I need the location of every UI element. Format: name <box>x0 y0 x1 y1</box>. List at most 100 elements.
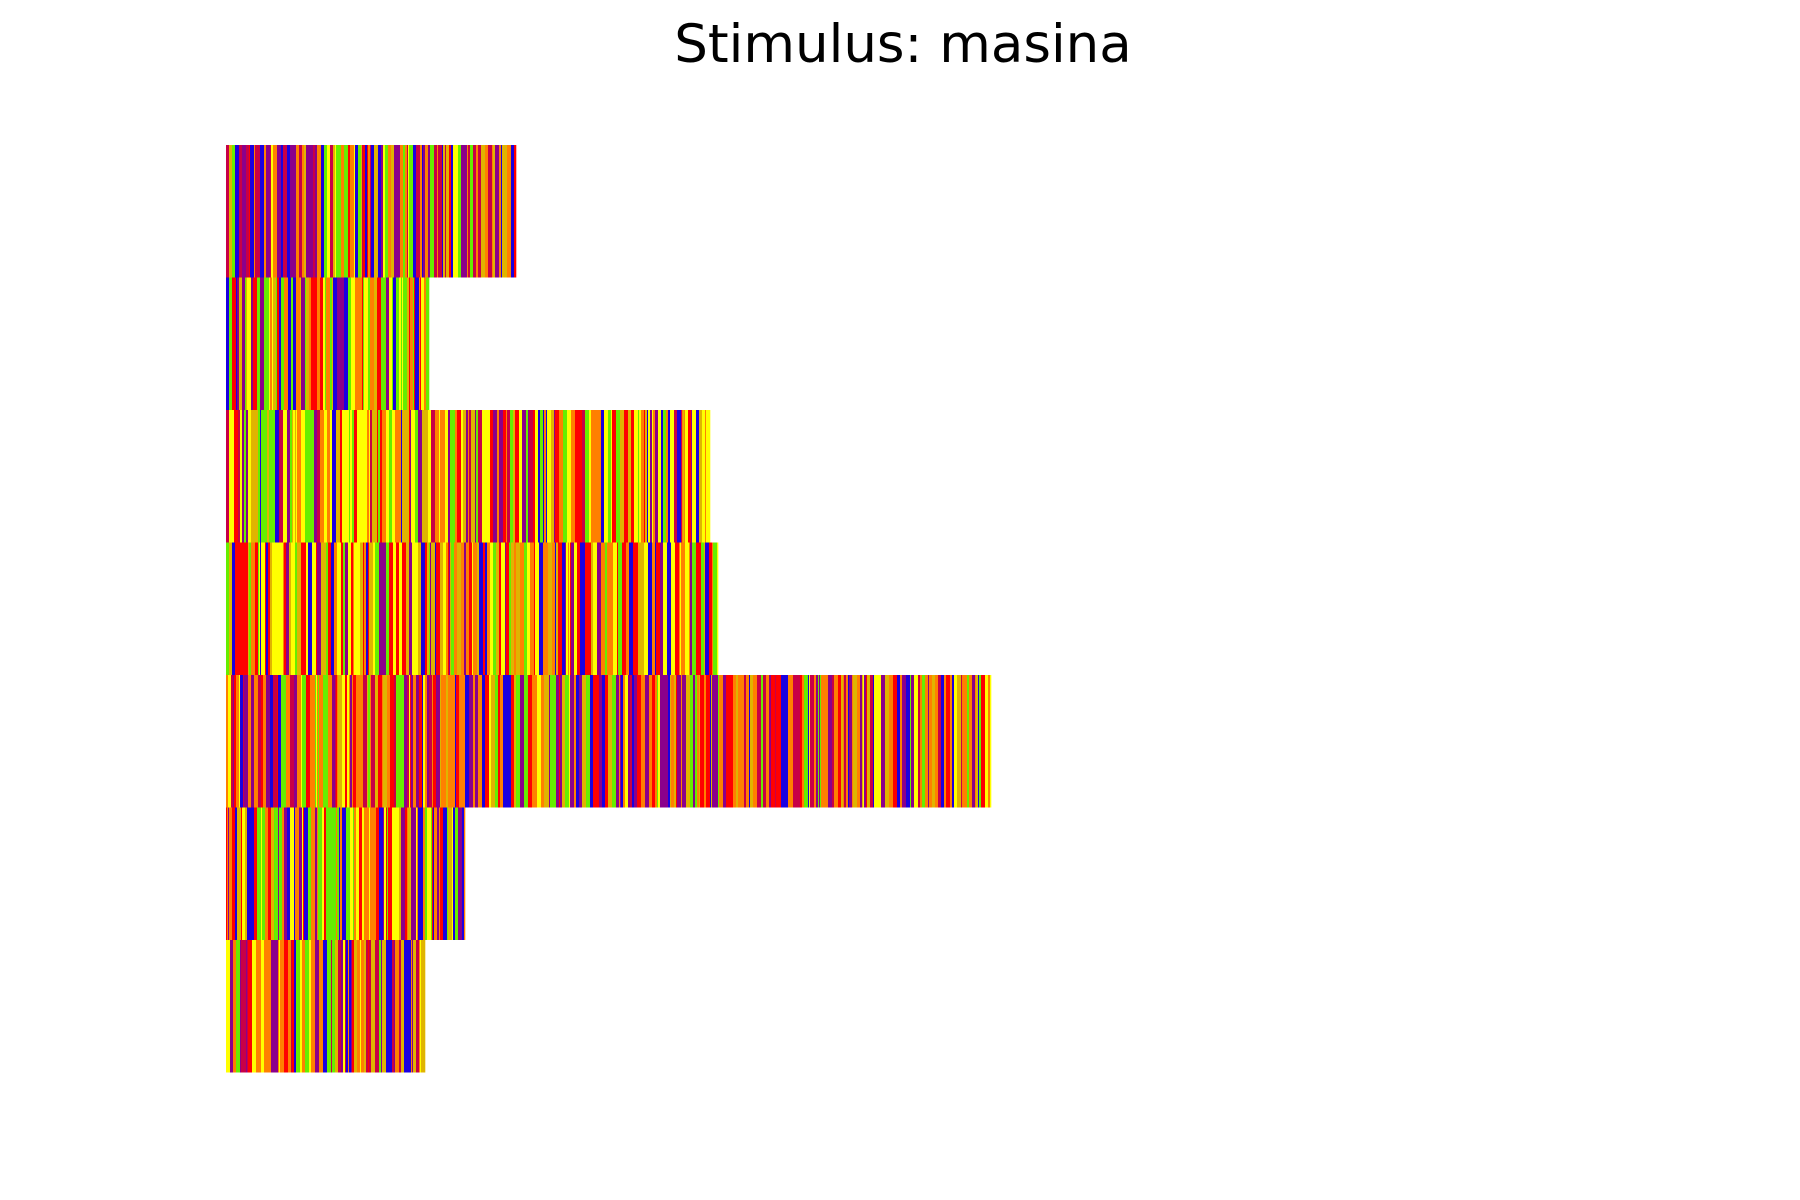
stripe <box>675 542 680 675</box>
stripe <box>660 542 664 675</box>
stripe <box>668 410 671 543</box>
stripe <box>261 807 263 940</box>
stripe <box>353 542 355 675</box>
stripe <box>655 675 658 808</box>
stripe <box>502 145 505 278</box>
stripe <box>287 145 291 278</box>
stripe <box>446 145 450 278</box>
stripe <box>554 675 557 808</box>
stripe <box>248 940 253 1073</box>
stripe <box>351 277 356 410</box>
stripe <box>270 277 273 410</box>
stripe <box>355 277 359 410</box>
stripe <box>700 675 705 808</box>
stripe <box>647 410 649 543</box>
stripe <box>426 807 428 940</box>
stripe <box>326 277 331 410</box>
stripe <box>511 542 515 675</box>
stripe <box>421 542 426 675</box>
stripe <box>893 675 896 808</box>
stripe <box>889 675 894 808</box>
stripe <box>711 675 713 808</box>
stripe <box>437 807 440 940</box>
stripe <box>261 675 264 808</box>
stripe <box>262 807 266 940</box>
stripe <box>403 277 408 410</box>
stripe <box>293 277 297 410</box>
stripe <box>528 675 533 808</box>
stripe <box>516 675 521 808</box>
stripe <box>699 675 701 808</box>
stripe <box>260 145 265 278</box>
stripe <box>549 675 551 808</box>
stripe <box>435 410 440 543</box>
stripe <box>505 542 507 675</box>
stripe <box>440 807 444 940</box>
stripe <box>524 675 529 808</box>
stripe <box>660 675 665 808</box>
stripe <box>243 675 245 808</box>
stripe <box>290 675 295 808</box>
stripe <box>952 675 955 808</box>
stripe <box>308 807 312 940</box>
stripe <box>487 542 491 675</box>
stripe <box>226 145 230 278</box>
stripe <box>300 277 302 410</box>
stripe <box>514 542 517 675</box>
stripe <box>442 145 444 278</box>
stripe <box>449 145 452 278</box>
stripe <box>264 145 267 278</box>
stripe <box>339 807 341 940</box>
stripe <box>802 675 805 808</box>
stripe <box>516 542 521 675</box>
stripe <box>336 145 341 278</box>
stripe <box>619 675 621 808</box>
stripe <box>693 675 696 808</box>
stripe <box>354 145 356 278</box>
stripe <box>386 542 390 675</box>
stripe <box>503 675 505 808</box>
stripe <box>661 410 664 543</box>
stripe <box>529 542 531 675</box>
stripe <box>320 277 324 410</box>
stripe <box>638 542 641 675</box>
stripe <box>691 410 693 543</box>
stripe <box>560 675 563 808</box>
stripe <box>674 675 677 808</box>
stripe <box>366 940 369 1073</box>
stripe <box>466 410 469 543</box>
stripe <box>393 277 397 410</box>
stripe <box>648 410 651 543</box>
stripe <box>962 675 966 808</box>
stripe <box>359 675 364 808</box>
stripe <box>254 145 256 278</box>
stripe <box>547 410 552 543</box>
stripe <box>329 675 333 808</box>
stripe <box>311 277 316 410</box>
stripe <box>514 145 517 278</box>
stripe <box>633 542 637 675</box>
stripe <box>418 410 423 543</box>
stripe <box>283 542 285 675</box>
stripe <box>317 145 322 278</box>
stripe <box>240 940 242 1073</box>
stripe <box>400 675 405 808</box>
stripe <box>231 675 234 808</box>
stripe <box>270 145 272 278</box>
stripe <box>274 940 279 1073</box>
stripe <box>404 940 408 1073</box>
stripe <box>348 542 352 675</box>
stripe <box>507 410 511 543</box>
stripe <box>864 675 867 808</box>
stripe <box>389 410 393 543</box>
stripe <box>717 542 719 675</box>
stripe <box>315 277 318 410</box>
stripe <box>608 675 611 808</box>
stripe <box>645 410 648 543</box>
stripe <box>266 542 269 675</box>
stripe <box>638 410 640 543</box>
stripe <box>885 675 890 808</box>
stripe <box>411 410 416 543</box>
stripe <box>348 145 351 278</box>
stripe <box>506 542 510 675</box>
